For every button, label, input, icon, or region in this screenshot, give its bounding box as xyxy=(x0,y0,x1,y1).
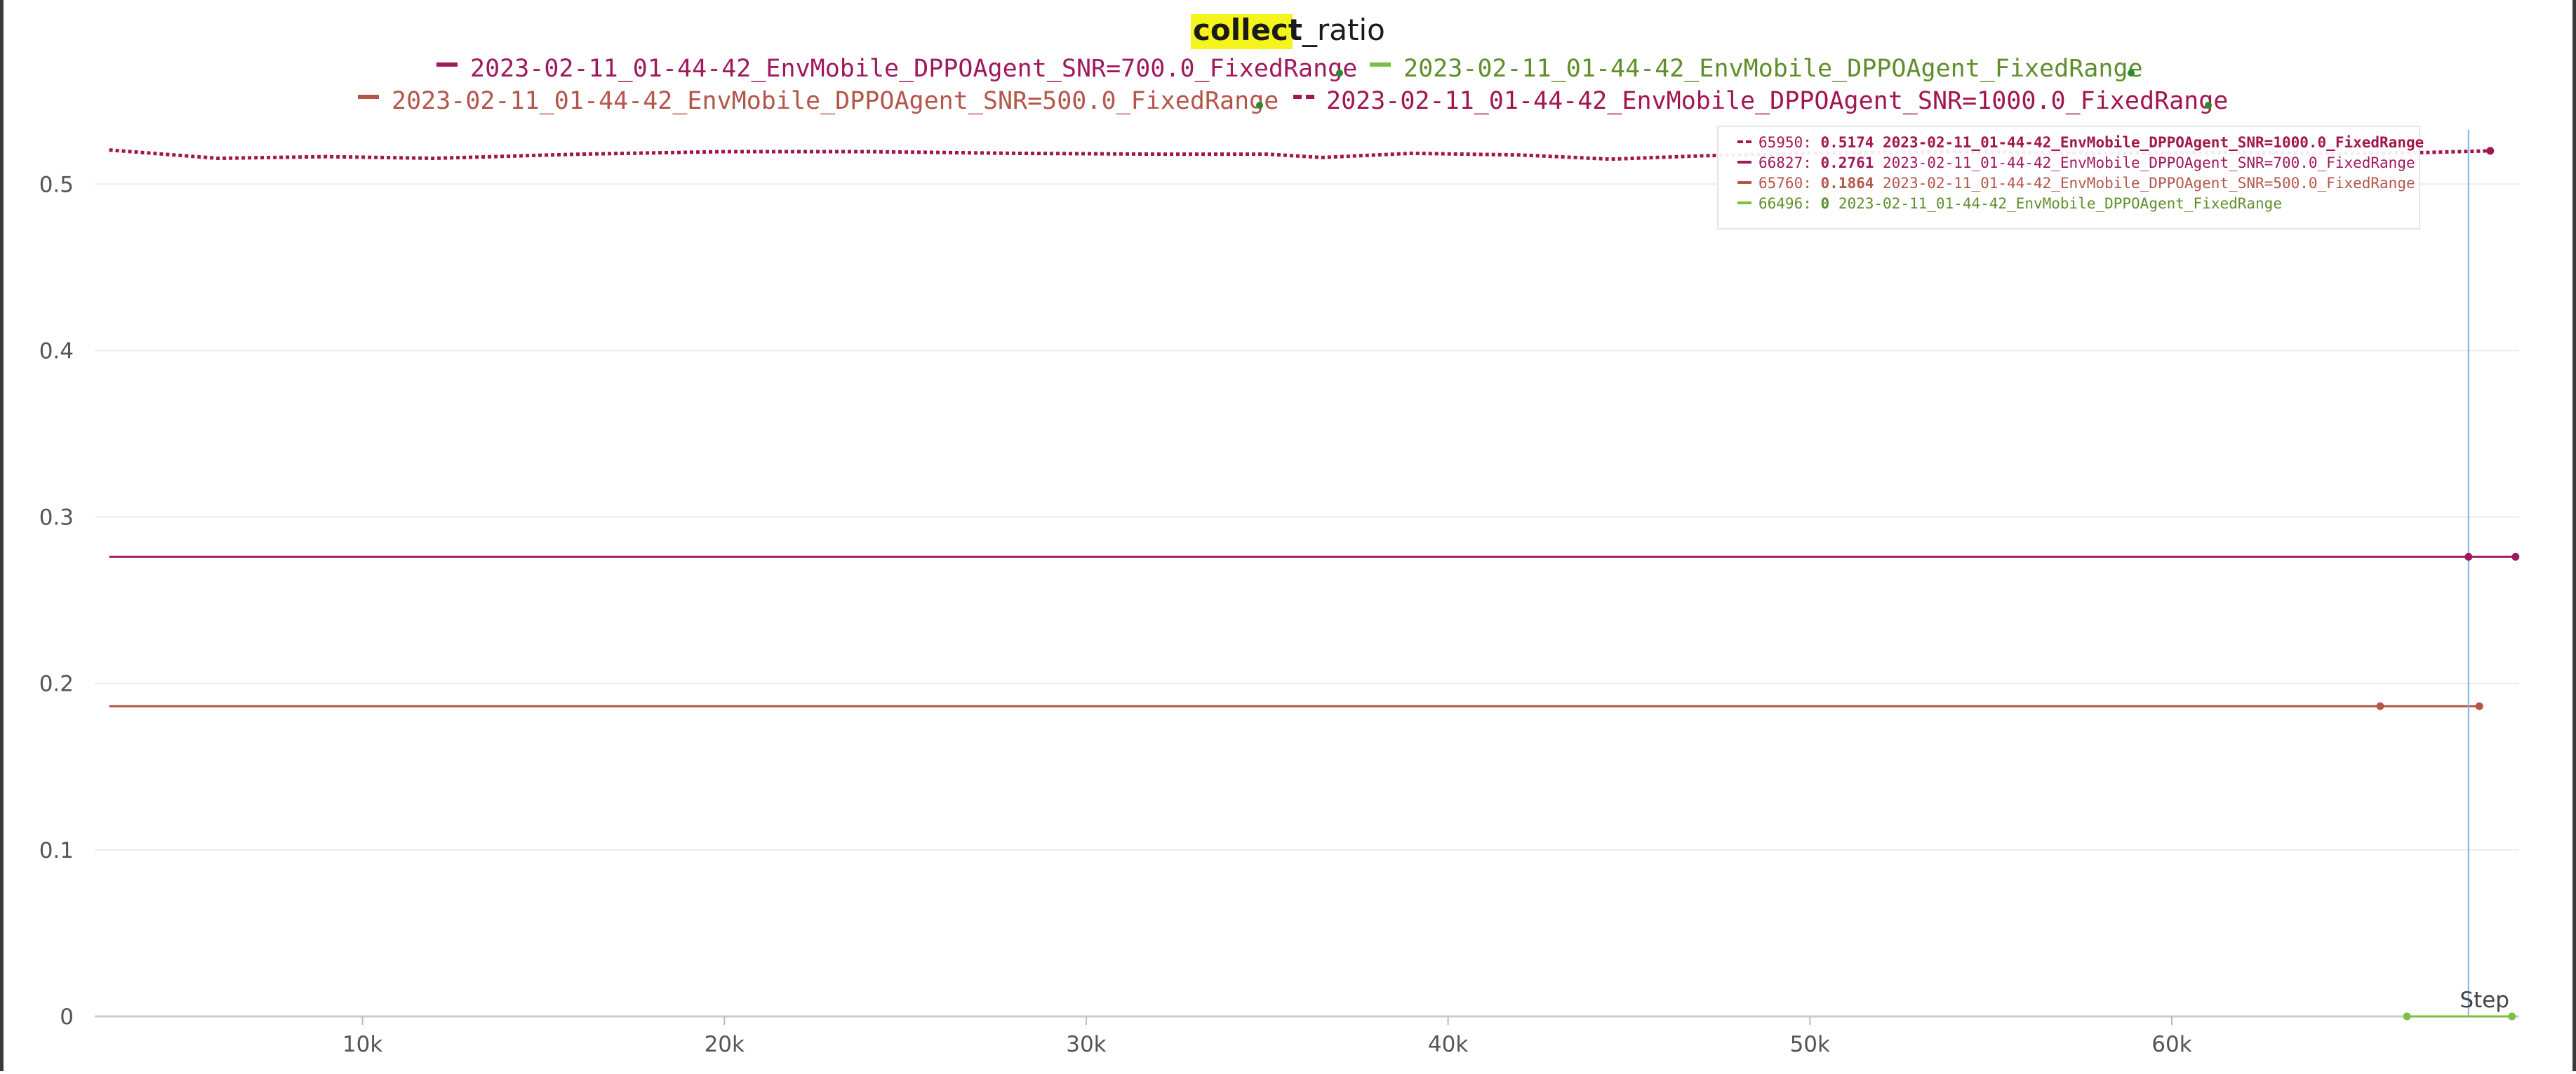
series-point-0 xyxy=(2511,552,2520,561)
series-lines xyxy=(109,148,2516,1018)
legend: 2023-02-11_01-44-42_EnvMobile_DPPOAgent_… xyxy=(358,55,2228,115)
legend-status-dot xyxy=(2205,102,2212,109)
x-axis-label: Step xyxy=(2460,988,2509,1013)
x-tick-label: 40k xyxy=(1428,1032,1468,1057)
series-point-2 xyxy=(2376,702,2384,710)
y-axis: 0 0.1 0.2 0.3 0.4 0.5 xyxy=(39,172,74,1030)
legend-swatch xyxy=(358,95,379,99)
title-rest-text: _ratio xyxy=(1302,13,1385,47)
legend-label-snr700: 2023-02-11_01-44-42_EnvMobile_DPPOAgent_… xyxy=(470,55,1357,83)
legend-label-fixedrange: 2023-02-11_01-44-42_EnvMobile_DPPOAgent_… xyxy=(1403,55,2143,83)
tooltip-row: 65760: 0.1864 2023-02-11_01-44-42_EnvMob… xyxy=(1759,175,2415,192)
legend-label-snr1000: 2023-02-11_01-44-42_EnvMobile_DPPOAgent_… xyxy=(1326,87,2228,115)
series-line-3 xyxy=(109,148,2490,161)
x-tick-label: 30k xyxy=(1066,1032,1106,1057)
y-tick-label: 0 xyxy=(60,1005,74,1030)
legend-item-snr1000[interactable]: 2023-02-11_01-44-42_EnvMobile_DPPOAgent_… xyxy=(1293,87,2228,115)
tooltip-swatch xyxy=(1737,181,1751,184)
x-tick-label: 20k xyxy=(705,1032,745,1057)
tooltip-box xyxy=(1717,126,2420,230)
legend-status-dot xyxy=(1256,102,1263,109)
x-tick-label: 10k xyxy=(342,1032,382,1057)
title-highlight-text: collect xyxy=(1193,13,1302,47)
legend-item-snr500[interactable]: 2023-02-11_01-44-42_EnvMobile_DPPOAgent_… xyxy=(358,87,1279,115)
y-tick-label: 0.1 xyxy=(39,838,74,863)
legend-status-dot xyxy=(2128,69,2135,77)
legend-label-snr500: 2023-02-11_01-44-42_EnvMobile_DPPOAgent_… xyxy=(392,87,1279,115)
series-point-1 xyxy=(2403,1012,2411,1021)
series-point-3 xyxy=(2486,147,2495,155)
tooltip-swatch xyxy=(1737,201,1751,204)
tooltip-swatch xyxy=(1737,161,1751,164)
series-point-1 xyxy=(2508,1012,2516,1021)
tooltip-row: 66496: 0 2023-02-11_01-44-42_EnvMobile_D… xyxy=(1759,195,2282,212)
y-tick-label: 0.2 xyxy=(39,672,74,697)
x-tick-label: 50k xyxy=(1790,1032,1830,1057)
tooltip-swatch xyxy=(1737,140,1743,143)
legend-item-fixedrange[interactable]: 2023-02-11_01-44-42_EnvMobile_DPPOAgent_… xyxy=(1370,55,2143,83)
series-point-0 xyxy=(2464,552,2473,561)
panel-right-border xyxy=(2572,0,2576,1071)
y-tick-label: 0.5 xyxy=(39,172,74,197)
y-tick-label: 0.3 xyxy=(39,505,74,531)
x-tick-label: 60k xyxy=(2151,1032,2191,1057)
legend-swatch xyxy=(436,62,458,67)
tooltip-row: 65950: 0.5174 2023-02-11_01-44-42_EnvMob… xyxy=(1759,134,2424,151)
y-tick-label: 0.4 xyxy=(39,338,74,364)
series-points xyxy=(2376,147,2520,1021)
legend-status-dot xyxy=(1336,69,1343,77)
hover-tooltip: 65950: 0.5174 2023-02-11_01-44-42_EnvMob… xyxy=(1717,126,2424,230)
legend-swatch xyxy=(1370,62,1391,67)
tooltip-row: 66827: 0.2761 2023-02-11_01-44-42_EnvMob… xyxy=(1759,154,2415,171)
legend-item-snr700[interactable]: 2023-02-11_01-44-42_EnvMobile_DPPOAgent_… xyxy=(436,55,1357,83)
grid xyxy=(95,183,2519,1018)
svg-text:collect_ratio: collect_ratio xyxy=(1193,13,1385,47)
title-highlight xyxy=(1191,14,1293,49)
series-point-2 xyxy=(2475,702,2483,710)
chart-title: collect_ratio xyxy=(1191,13,1385,49)
legend-swatch xyxy=(1293,95,1302,99)
x-axis: 10k 20k 30k 40k 50k 60k xyxy=(342,1016,2192,1057)
panel-left-border xyxy=(0,0,4,1071)
